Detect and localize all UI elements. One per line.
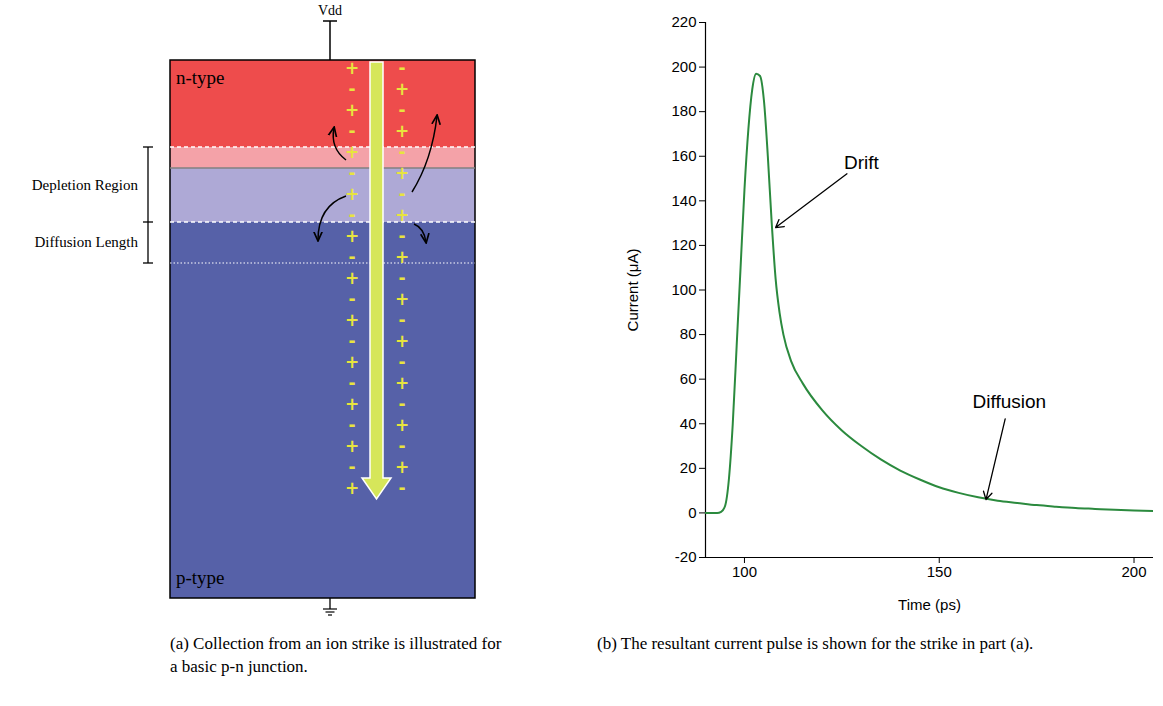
svg-text:80: 80	[680, 325, 697, 342]
svg-text:-: -	[398, 268, 405, 288]
svg-text:-: -	[348, 373, 355, 393]
svg-text:+: +	[395, 331, 409, 351]
html-text:(a) Collection from an ion str: (a) Collection from an ion strike is ill…	[170, 634, 502, 676]
svg-text:-: -	[348, 457, 355, 477]
svg-text:-: -	[398, 142, 405, 162]
svg-text:150: 150	[927, 563, 952, 580]
svg-text:Vdd: Vdd	[318, 3, 342, 18]
svg-text:-: -	[398, 100, 405, 120]
svg-text:120: 120	[671, 236, 696, 253]
html-text:(b) The resultant current puls: (b) The resultant current pulse is shown…	[597, 634, 1034, 653]
svg-text:60: 60	[680, 370, 697, 387]
svg-text:+: +	[395, 121, 409, 141]
svg-text:-20: -20	[675, 548, 697, 565]
svg-text:+: +	[345, 478, 359, 498]
svg-text:140: 140	[671, 192, 696, 209]
svg-text:+: +	[395, 163, 409, 183]
svg-text:+: +	[395, 79, 409, 99]
svg-text:-: -	[348, 205, 355, 225]
svg-text:+: +	[345, 58, 359, 78]
svg-text:100: 100	[732, 563, 757, 580]
svg-text:-: -	[398, 184, 405, 204]
svg-text:160: 160	[671, 147, 696, 164]
svg-text:-: -	[348, 415, 355, 435]
svg-text:-: -	[398, 58, 405, 78]
svg-text:-: -	[348, 289, 355, 309]
svg-text:220: 220	[671, 13, 696, 30]
svg-text:+: +	[345, 142, 359, 162]
svg-text:+: +	[395, 289, 409, 309]
svg-text:-: -	[398, 310, 405, 330]
svg-text:-: -	[398, 394, 405, 414]
svg-text:+: +	[345, 436, 359, 456]
svg-text:p-type: p-type	[176, 567, 225, 588]
svg-text:-: -	[398, 436, 405, 456]
svg-text:200: 200	[1122, 563, 1147, 580]
svg-text:Time (ps): Time (ps)	[898, 596, 961, 613]
svg-text:-: -	[398, 352, 405, 372]
svg-text:20: 20	[680, 459, 697, 476]
svg-text:+: +	[395, 373, 409, 393]
svg-text:180: 180	[671, 102, 696, 119]
svg-text:-: -	[348, 331, 355, 351]
svg-text:+: +	[395, 415, 409, 435]
svg-text:+: +	[345, 310, 359, 330]
svg-text:n-type: n-type	[176, 67, 225, 88]
svg-text:+: +	[395, 457, 409, 477]
svg-text:+: +	[345, 268, 359, 288]
svg-text:0: 0	[688, 504, 696, 521]
svg-text:-: -	[348, 247, 355, 267]
svg-text:+: +	[395, 247, 409, 267]
svg-text:-: -	[348, 121, 355, 141]
svg-text:40: 40	[680, 415, 697, 432]
svg-text:+: +	[345, 394, 359, 414]
svg-text:Diffusion Length: Diffusion Length	[35, 234, 139, 250]
svg-text:Drift: Drift	[844, 152, 880, 173]
svg-text:+: +	[395, 205, 409, 225]
svg-text:200: 200	[671, 58, 696, 75]
svg-text:-: -	[398, 478, 405, 498]
svg-text:100: 100	[671, 281, 696, 298]
svg-text:Current (μA): Current (μA)	[624, 249, 641, 332]
svg-text:+: +	[345, 184, 359, 204]
svg-text:-: -	[348, 79, 355, 99]
svg-text:+: +	[345, 100, 359, 120]
svg-text:+: +	[345, 226, 359, 246]
svg-text:Depletion Region: Depletion Region	[32, 177, 139, 193]
svg-text:+: +	[345, 352, 359, 372]
svg-text:-: -	[348, 163, 355, 183]
svg-text:-: -	[398, 226, 405, 246]
svg-text:Diffusion: Diffusion	[973, 391, 1047, 412]
